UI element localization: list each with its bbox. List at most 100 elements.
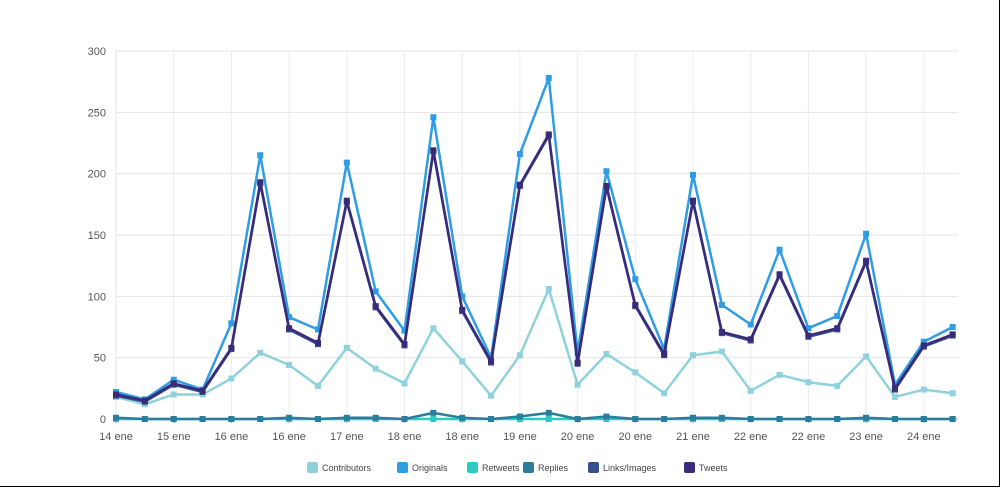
x-tick-label: 15 ene (157, 431, 191, 443)
data-point-contributors (863, 353, 870, 360)
data-point-tweets (863, 257, 870, 264)
data-point-replies (718, 414, 725, 421)
legend-label: Tweets (699, 463, 728, 473)
data-point-contributors (834, 382, 841, 389)
series-line-contributors (115, 287, 953, 406)
x-tick-label: 23 ene (849, 431, 883, 443)
data-point-tweets (747, 336, 754, 343)
data-point-replies (661, 416, 668, 422)
data-point-retweets (545, 416, 552, 422)
data-point-originals (747, 321, 754, 328)
data-point-contributors (776, 371, 783, 378)
data-point-originals (516, 151, 523, 158)
x-tick-label: 22 ene (792, 431, 826, 443)
data-point-contributors (690, 352, 696, 359)
legend-swatch (684, 462, 695, 473)
data-point-replies (776, 416, 783, 422)
data-point-tweets (632, 301, 639, 308)
legend-item-replies[interactable]: Replies (523, 462, 569, 473)
legend-item-links-images[interactable]: Links/Images (588, 462, 657, 473)
legend-item-originals[interactable]: Originals (397, 462, 448, 473)
data-point-originals (920, 338, 927, 345)
data-point-replies (863, 414, 870, 421)
series-line-originals (115, 76, 954, 401)
data-point-contributors (574, 381, 581, 388)
legend-item-retweets[interactable]: Retweets (467, 462, 520, 473)
data-point-tweets (949, 331, 956, 338)
series-originals (113, 74, 956, 403)
data-point-replies (949, 416, 956, 422)
legend-swatch (467, 462, 478, 473)
data-point-replies (141, 416, 148, 422)
legend-swatch (307, 462, 318, 473)
data-point-replies (286, 414, 293, 421)
axes: 0 50 100 150 200 250 300 14 ene 15 ene 16 ene 16 e… (88, 46, 941, 443)
legend-label: Replies (538, 463, 569, 473)
data-point-tweets (690, 197, 696, 204)
legend-label: Links/Images (603, 463, 657, 473)
data-point-tweets (257, 179, 264, 186)
data-point-originals (863, 230, 870, 237)
x-tick-label: 16 ene (272, 431, 306, 443)
x-tick-label: 18 ene (388, 431, 422, 443)
data-point-originals (776, 246, 783, 253)
data-point-originals (690, 171, 696, 178)
data-point-tweets (199, 387, 206, 394)
x-tick-label: 14 ene (99, 431, 133, 443)
data-point-replies (516, 413, 523, 420)
legend-item-tweets[interactable]: Tweets (684, 462, 728, 473)
data-point-tweets (343, 197, 350, 204)
data-point-tweets (805, 332, 812, 339)
data-point-tweets (574, 359, 581, 366)
data-point-originals (401, 327, 408, 334)
data-point-contributors (805, 379, 812, 386)
data-point-tweets (661, 350, 668, 357)
y-tick-label: 250 (88, 107, 106, 119)
data-point-originals (834, 312, 841, 319)
data-point-replies (805, 416, 812, 422)
data-point-tweets (488, 358, 495, 365)
y-tick-label: 100 (88, 291, 106, 303)
data-point-contributors (401, 380, 408, 387)
legend-label: Contributors (322, 463, 372, 473)
data-point-contributors (286, 362, 293, 369)
x-tick-label: 20 ene (618, 431, 652, 443)
data-point-tweets (545, 131, 552, 138)
data-point-tweets (516, 181, 523, 188)
data-point-replies (430, 409, 437, 416)
data-point-tweets (776, 271, 783, 278)
data-point-contributors (343, 344, 350, 351)
series-replies (113, 409, 956, 422)
data-point-replies (113, 414, 119, 421)
legend-label: Originals (412, 463, 448, 473)
y-tick-label: 50 (94, 353, 106, 365)
data-point-originals (372, 288, 379, 295)
data-point-contributors (603, 350, 610, 357)
data-point-contributors (228, 375, 235, 382)
legend-item-contributors[interactable]: Contributors (307, 462, 372, 473)
x-tick-label: 17 ene (330, 431, 364, 443)
data-point-replies (891, 416, 898, 422)
data-point-tweets (401, 341, 408, 348)
data-point-contributors (170, 391, 177, 398)
series-line-tweets (115, 133, 954, 402)
x-tick-label: 18 ene (445, 431, 479, 443)
data-point-originals (805, 325, 812, 332)
data-point-tweets (718, 328, 725, 335)
data-point-tweets (228, 344, 235, 351)
data-point-replies (920, 416, 927, 422)
data-point-replies (603, 413, 610, 420)
data-point-replies (343, 414, 350, 421)
x-tick-label: 16 ene (215, 431, 249, 443)
data-point-contributors (459, 358, 466, 365)
data-point-tweets (920, 342, 927, 349)
data-point-replies (632, 416, 639, 422)
data-point-replies (459, 414, 466, 421)
data-point-replies (834, 416, 841, 422)
legend-swatch (588, 462, 599, 473)
data-point-replies (690, 414, 696, 421)
data-point-originals (718, 301, 725, 308)
data-point-contributors (257, 349, 264, 356)
